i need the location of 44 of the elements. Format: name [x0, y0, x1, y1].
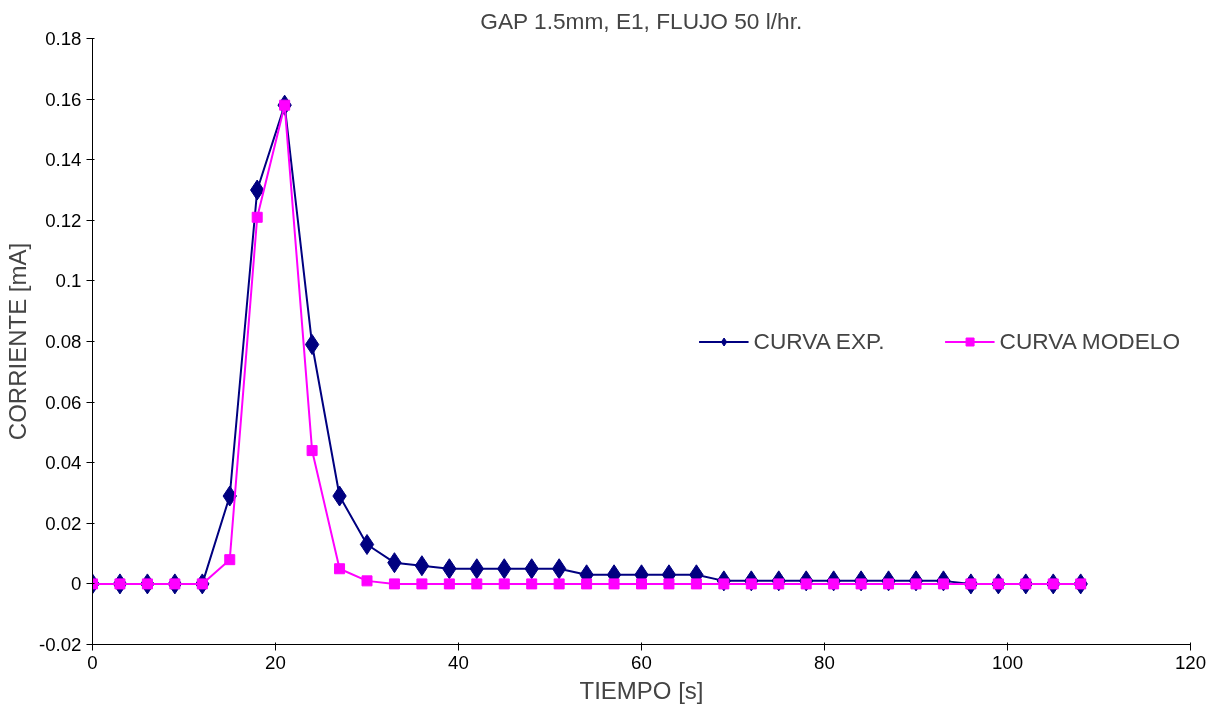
x-axis-title: TIEMPO [s] [579, 676, 704, 704]
point [306, 445, 318, 457]
y-tick-label: 0.02 [45, 512, 82, 534]
point [251, 211, 263, 223]
x-tick-label: 120 [1174, 651, 1207, 673]
x-tick-label: 60 [631, 651, 652, 673]
point [224, 554, 236, 566]
point [636, 578, 647, 590]
point [334, 563, 346, 575]
legend-label: CURVA MODELO [999, 327, 1180, 355]
x-tick-label: 0 [87, 651, 98, 673]
point [359, 534, 375, 556]
x-tick-label: 20 [265, 651, 286, 673]
point [581, 578, 593, 590]
y-tick-label: 0.08 [45, 331, 82, 352]
y-tick-label: 0.16 [45, 88, 82, 110]
point [663, 578, 675, 590]
chart-title: GAP 1.5mm, E1, FLUJO 50 l/hr. [480, 7, 803, 34]
y-tick-label: 0.04 [45, 452, 82, 474]
y-tick-label: 0.1 [55, 270, 82, 292]
y-tick-label: 0.12 [45, 209, 82, 231]
y-tick-label: 0.06 [45, 391, 82, 413]
point [443, 578, 455, 590]
point [304, 334, 320, 356]
point [551, 558, 567, 580]
point [471, 578, 483, 590]
point [690, 578, 702, 590]
x-tick-label: 100 [991, 651, 1024, 673]
point [498, 578, 510, 590]
point [414, 555, 430, 577]
y-tick-label: 0.14 [45, 149, 82, 171]
y-tick-label: -0.02 [38, 634, 82, 655]
point [553, 578, 565, 590]
y-tick-label: 0 [71, 573, 82, 595]
x-tick-label: 80 [814, 651, 835, 673]
point [526, 578, 538, 590]
point [416, 578, 428, 590]
point [361, 575, 373, 587]
x-tick-label: 40 [448, 651, 469, 673]
legend-label: CURVA EXP. [753, 327, 885, 355]
y-tick-label: 0.18 [45, 28, 82, 49]
point [388, 578, 400, 590]
point [608, 578, 620, 590]
y-axis-title: CORRIENTE [mA] [3, 242, 31, 441]
